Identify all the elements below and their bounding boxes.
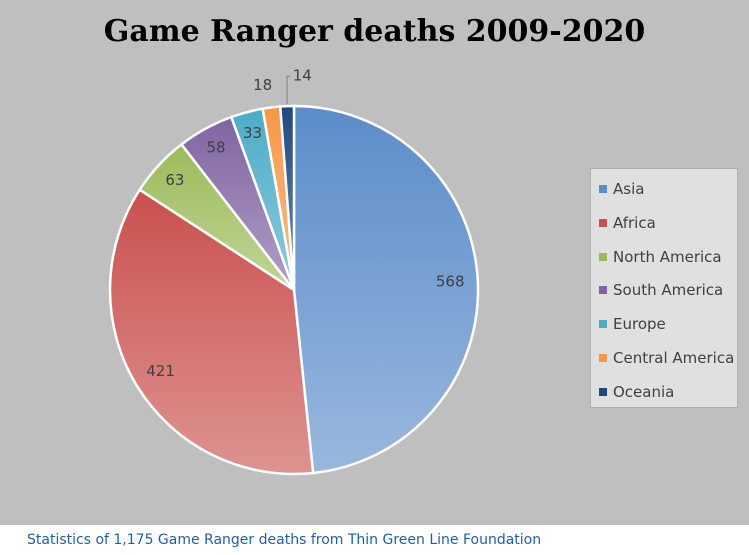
legend-item-north-america: North America [599,248,722,266]
legend-label: Oceania [613,382,675,401]
legend-swatch [599,387,607,396]
legend-item-europe: Europe [599,315,666,333]
data-label-africa: 421 [146,362,175,380]
data-label-europe: 33 [243,124,262,142]
legend-label: Central America [613,349,735,367]
pie-slice-oceania [278,104,296,291]
caption: Statistics of 1,175 Game Ranger deaths f… [27,532,542,548]
legend-item-asia: Asia [599,180,644,198]
chart-title: Game Ranger deaths 2009-2020 [103,14,646,49]
legend-swatch [599,185,607,193]
legend-label: Europe [613,315,666,334]
legend-swatch [599,252,607,261]
chart-area: Game Ranger deaths 2009-2020 568 421 63 58 3… [0,0,749,525]
legend-swatch [599,320,607,329]
pie-slice-asia [292,104,480,475]
pie-chart: 568 421 63 58 33 18 14 [108,67,480,476]
legend-item-central-america: Central America [599,349,734,367]
legend-label: Africa [613,213,656,232]
data-label-south-america: 58 [206,139,225,157]
leader-line-oceania [286,75,291,105]
legend-swatch [599,218,607,227]
data-label-asia: 568 [436,272,465,290]
data-label-central-america: 18 [253,76,272,94]
data-label-oceania: 14 [293,67,312,85]
legend-swatch [599,354,607,362]
legend-label: North America [613,247,722,266]
legend-swatch [599,286,607,295]
legend-item-south-america: South America [599,281,723,299]
legend-item-africa: Africa [599,214,656,232]
data-label-north-america: 63 [165,171,184,189]
legend-label: South America [613,281,724,300]
legend-item-oceania: Oceania [599,383,674,401]
legend-label: Asia [613,180,645,198]
pie-slice-africa [108,188,315,476]
legend: Asia Africa North America South America Euro… [590,168,738,408]
